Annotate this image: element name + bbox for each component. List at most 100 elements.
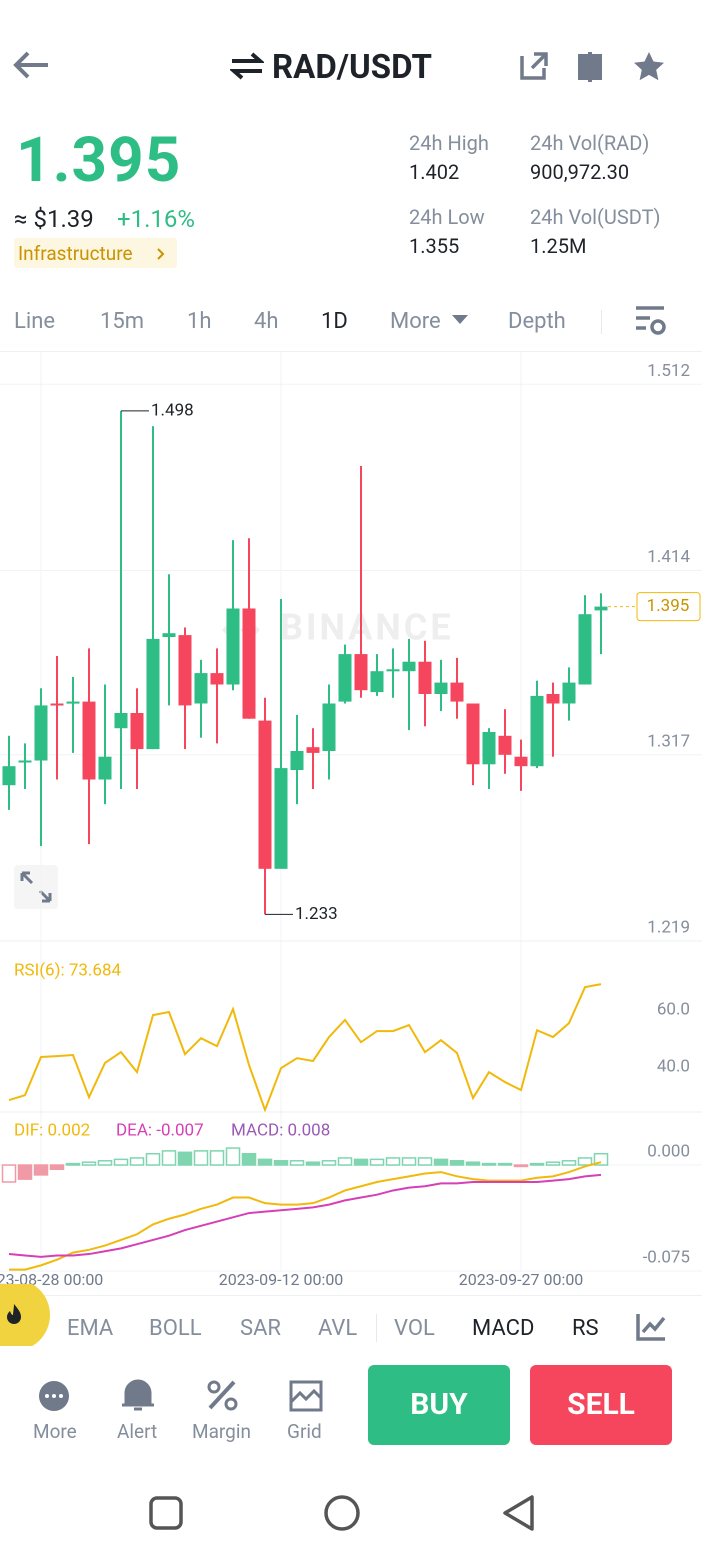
action-label[interactable]: Alert <box>117 1420 158 1443</box>
indicator-tab[interactable]: AVL <box>318 1316 358 1341</box>
candle-body <box>546 694 560 704</box>
quick-button[interactable] <box>0 1284 52 1346</box>
sell-button[interactable]: SELL <box>530 1365 672 1445</box>
candle-body <box>82 701 96 780</box>
swap-icon[interactable] <box>230 52 264 80</box>
macd-bar <box>593 1152 609 1166</box>
separator <box>376 1314 377 1342</box>
recents-button[interactable] <box>149 1496 183 1530</box>
back-nav-button[interactable] <box>503 1495 534 1531</box>
macd-bar <box>49 1164 65 1171</box>
last-price-value: 1.395 <box>647 596 690 616</box>
macd-bar <box>385 1157 401 1166</box>
watermark-text: BINANCE <box>280 607 454 649</box>
favorite-icon[interactable] <box>634 52 664 81</box>
legend-dea: DEA: -0.007 <box>116 1120 204 1140</box>
home-button[interactable] <box>324 1495 360 1531</box>
macd-bar <box>81 1161 97 1166</box>
indicator-tab[interactable]: SAR <box>240 1316 281 1341</box>
interval-tab-active[interactable]: 1D <box>321 309 348 334</box>
candle-body <box>482 732 496 765</box>
candle-body <box>386 669 400 672</box>
macd-bar <box>161 1150 177 1166</box>
share-icon[interactable] <box>520 52 548 80</box>
last-price-tag <box>636 592 701 622</box>
action-label[interactable]: More <box>33 1420 77 1443</box>
y-tick-label: 1.219 <box>647 917 690 937</box>
candle-body <box>114 713 128 729</box>
chart-settings-icon[interactable] <box>634 304 668 336</box>
macd-bar <box>545 1161 561 1166</box>
indicator-tab-active[interactable]: MACD <box>472 1316 535 1341</box>
candle-body <box>514 756 528 767</box>
interval-tab[interactable]: More <box>390 309 441 334</box>
stat-label: 24h Vol(RAD) <box>530 131 650 155</box>
y-tick-label: 60.0 <box>657 1000 690 1020</box>
macd-bar <box>257 1158 273 1166</box>
indicator-tab[interactable]: VOL <box>394 1316 435 1341</box>
nav-bar <box>149 1495 534 1531</box>
tag-badge[interactable]: Infrastructure <box>14 238 177 268</box>
macd-bar <box>209 1150 225 1166</box>
back-button[interactable] <box>12 50 50 80</box>
candle-body <box>242 608 256 719</box>
stat-value: 1.355 <box>409 234 460 258</box>
macd-bar <box>145 1152 161 1166</box>
header-icons <box>520 52 664 82</box>
candle-body <box>146 638 160 750</box>
macd-bar <box>481 1162 497 1166</box>
y-tick-label: 0.000 <box>647 1142 690 1162</box>
candle-body <box>66 701 80 704</box>
separator <box>601 310 602 334</box>
candle-body <box>258 720 272 869</box>
price-change: +1.16% <box>117 205 195 233</box>
tag-text: Infrastructure <box>18 242 133 265</box>
candle-body <box>226 608 240 685</box>
y-tick-label: 1.414 <box>647 547 690 567</box>
macd-bar <box>513 1164 529 1168</box>
margin-icon[interactable] <box>208 1380 236 1410</box>
indicator-settings-icon[interactable] <box>635 1312 667 1342</box>
candle-body <box>306 747 320 753</box>
interval-tab[interactable]: Line <box>14 309 56 334</box>
alert-icon[interactable] <box>122 1379 154 1411</box>
indicator-tab-active[interactable]: RSI <box>572 1316 600 1341</box>
interval-tab[interactable]: 15m <box>100 309 145 334</box>
grid-icon[interactable] <box>289 1380 323 1412</box>
indicator-tab[interactable]: EMA <box>67 1316 114 1341</box>
stat-value: 1.402 <box>409 160 460 184</box>
layout-icon[interactable] <box>578 52 602 82</box>
candle-body <box>290 751 304 770</box>
macd-bar <box>337 1157 353 1166</box>
macd-bar <box>529 1162 545 1166</box>
candle-body <box>210 673 224 685</box>
pair-title[interactable]: RAD/USDT <box>272 48 432 87</box>
macd-bar <box>465 1161 481 1166</box>
last-price: 1.395 <box>16 124 182 197</box>
stat-label: 24h Low <box>409 205 485 229</box>
macd-bar <box>113 1158 129 1166</box>
chevron <box>157 248 165 260</box>
divider <box>0 351 702 352</box>
interval-tab[interactable]: 1h <box>187 309 212 334</box>
action-label[interactable]: Grid <box>287 1420 322 1443</box>
interval-tab[interactable]: Depth <box>508 309 566 334</box>
macd-bar <box>129 1157 145 1166</box>
action-label[interactable]: Margin <box>192 1420 251 1443</box>
indicator-tab[interactable]: BOLL <box>149 1316 202 1341</box>
macd-bar <box>177 1151 193 1166</box>
expand-button[interactable] <box>14 865 58 909</box>
macd-bar <box>65 1162 81 1166</box>
high-label: 1.498 <box>151 400 194 420</box>
macd-bar <box>97 1160 113 1166</box>
stat-value: 1.25M <box>530 234 587 258</box>
watermark: BINANCE <box>222 607 454 649</box>
macd-bar <box>289 1160 305 1166</box>
divider <box>0 1295 702 1296</box>
buy-button[interactable]: BUY <box>368 1365 510 1445</box>
macd-bar <box>193 1150 209 1166</box>
macd-bar <box>417 1157 433 1166</box>
interval-tab[interactable]: 4h <box>254 309 279 334</box>
candle-body <box>370 671 384 693</box>
